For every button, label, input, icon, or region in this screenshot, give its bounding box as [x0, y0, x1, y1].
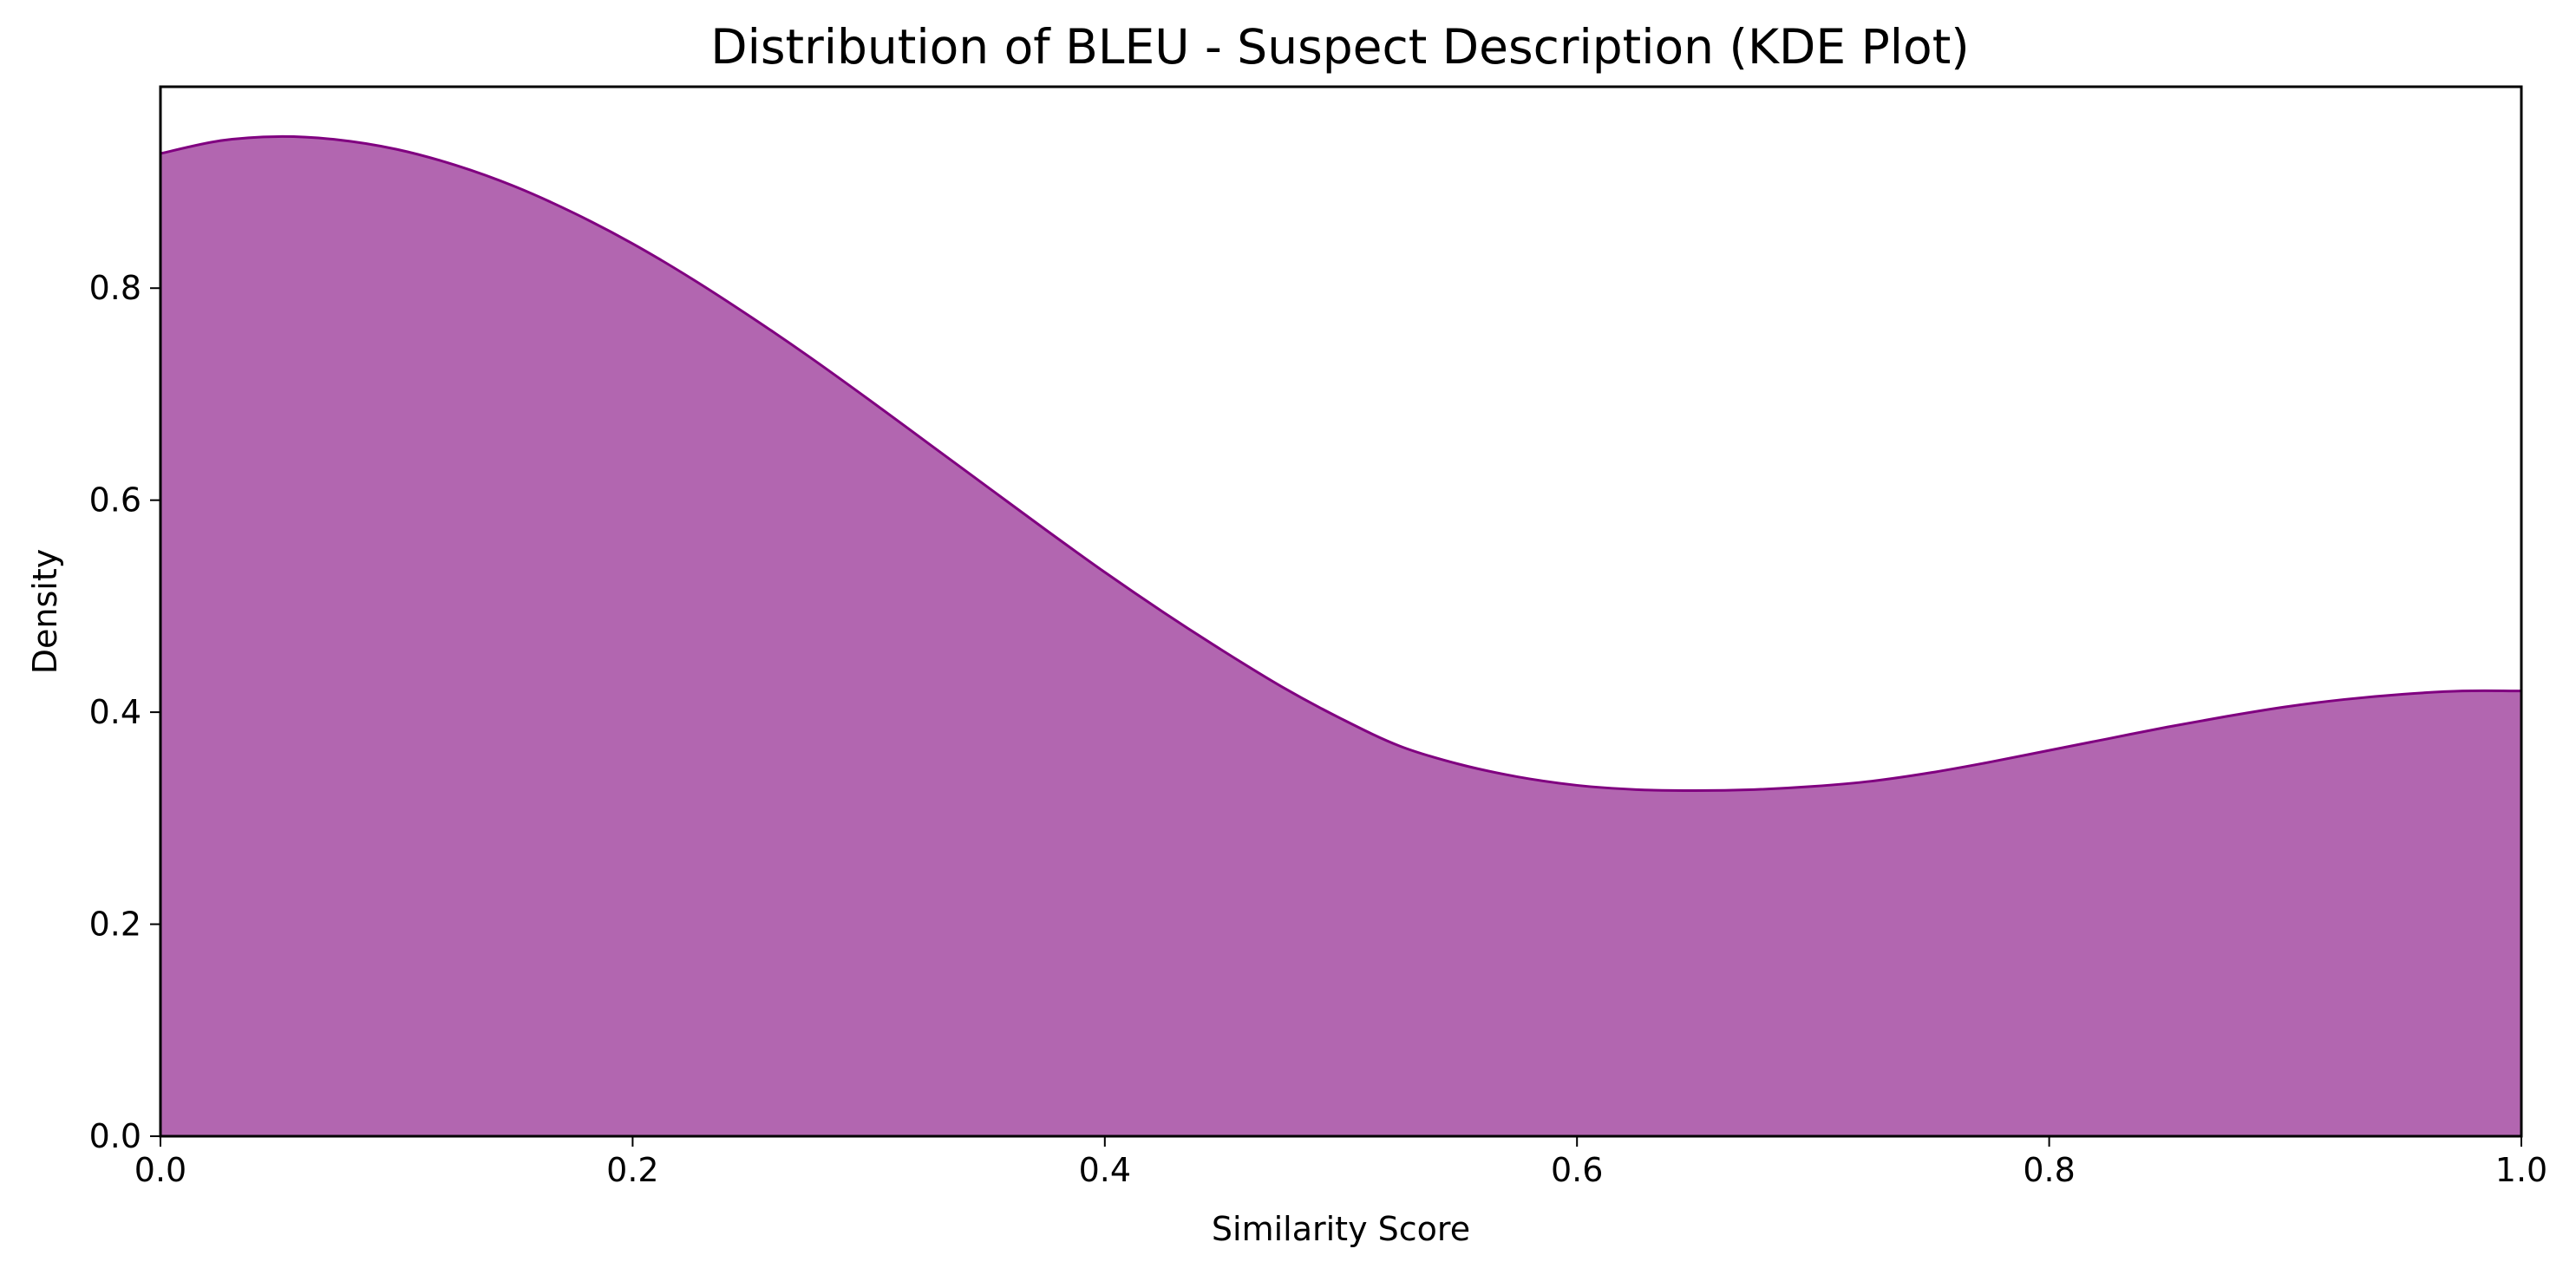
- plot-area: [160, 134, 2522, 1137]
- x-tick-label: 0.8: [2023, 1151, 2075, 1189]
- x-tick-label: 0.6: [1551, 1151, 1603, 1189]
- x-tick-label: 0.2: [606, 1151, 658, 1189]
- x-axis-label: Similarity Score: [1212, 1210, 1470, 1248]
- chart-title: Distribution of BLEU - Suspect Descripti…: [710, 19, 1969, 75]
- y-axis-ticks: 0.0 0.2 0.4 0.6 0.8: [89, 269, 160, 1155]
- y-tick-label: 0.4: [89, 693, 141, 731]
- axes-frame: [159, 85, 2523, 1138]
- y-tick-label: 0.2: [89, 906, 141, 944]
- x-tick-label: 1.0: [2495, 1151, 2547, 1189]
- x-tick-label: 0.4: [1079, 1151, 1131, 1189]
- kde-curve-line-0: [160, 134, 2522, 793]
- y-tick-label: 0.0: [89, 1117, 141, 1155]
- kde-area-fill-0: [160, 136, 2521, 1137]
- y-tick-label: 0.8: [89, 269, 141, 307]
- y-axis-label: Density: [26, 549, 64, 674]
- y-tick-label: 0.6: [89, 481, 141, 520]
- x-axis-ticks: 0.0 0.2 0.4 0.6 0.8 1.0: [134, 1136, 2547, 1189]
- x-tick-label: 0.0: [134, 1151, 186, 1189]
